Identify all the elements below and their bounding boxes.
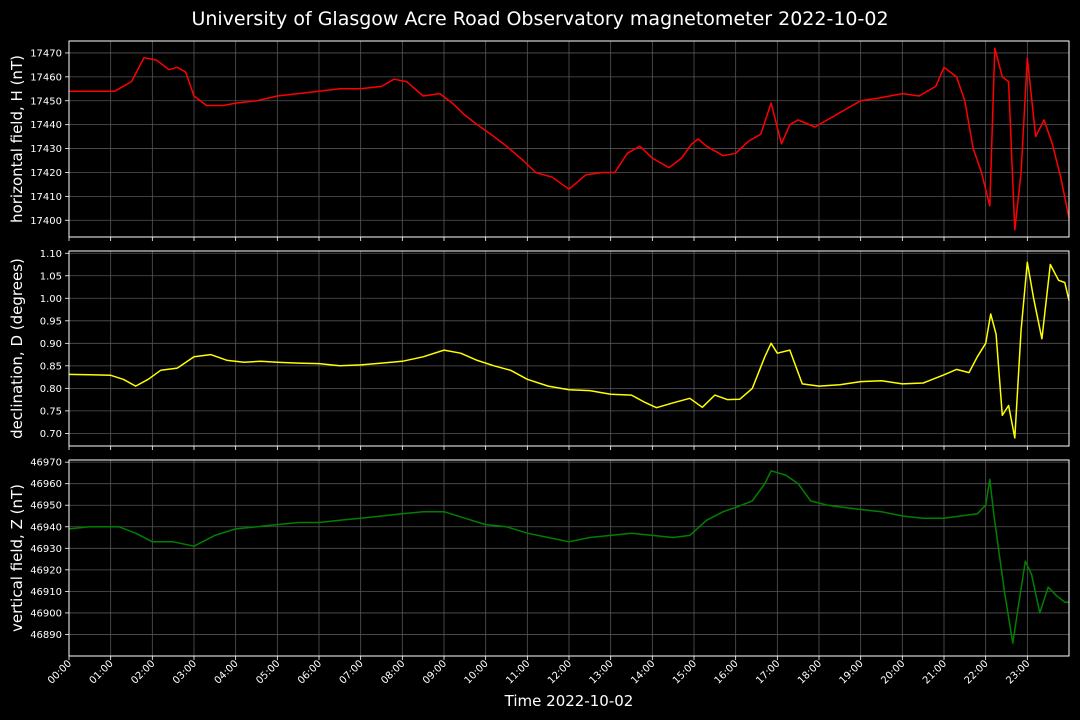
vertical-y-tick-label: 46920 xyxy=(30,565,62,576)
x-tick-label: 09:00 xyxy=(421,658,449,686)
declination-y-tick-label: 0.95 xyxy=(40,316,62,327)
horizontal-y-tick-label: 17420 xyxy=(30,168,62,179)
horizontal-y-tick-label: 17450 xyxy=(30,96,62,107)
x-tick-label: 20:00 xyxy=(879,658,907,686)
x-tick-label: 21:00 xyxy=(921,658,949,686)
horizontal-y-tick-label: 17460 xyxy=(30,72,62,83)
vertical-y-tick-label: 46900 xyxy=(30,608,62,619)
x-tick-label: 04:00 xyxy=(213,658,241,686)
vertical-y-tick-label: 46950 xyxy=(30,501,62,512)
horizontal-y-tick-label: 17470 xyxy=(30,48,62,59)
x-tick-label: 12:00 xyxy=(546,658,574,686)
x-tick-label: 19:00 xyxy=(838,658,866,686)
horizontal-y-axis-label: horizontal field, H (nT) xyxy=(8,55,26,223)
declination-y-tick-label: 0.75 xyxy=(40,406,62,417)
declination-y-tick-label: 1.05 xyxy=(40,271,62,282)
x-tick-label: 18:00 xyxy=(796,658,824,686)
x-tick-label: 15:00 xyxy=(671,658,699,686)
x-tick-label: 10:00 xyxy=(463,658,491,686)
declination-y-tick-label: 0.85 xyxy=(40,361,62,372)
x-tick-label: 08:00 xyxy=(379,658,407,686)
horizontal-plot-frame xyxy=(68,40,1070,238)
declination-series-line xyxy=(68,261,1070,439)
x-tick-label: 22:00 xyxy=(963,658,991,686)
x-axis-label: Time 2022-10-02 xyxy=(504,692,634,710)
x-tick-label: 14:00 xyxy=(629,658,657,686)
x-tick-label: 01:00 xyxy=(88,658,116,686)
x-tick-label: 07:00 xyxy=(338,658,366,686)
vertical-plot-frame xyxy=(68,459,1070,657)
x-tick-label: 17:00 xyxy=(754,658,782,686)
horizontal-y-tick-label: 17430 xyxy=(30,144,62,155)
x-tick-label: 23:00 xyxy=(1004,658,1032,686)
x-tick-label: 16:00 xyxy=(713,658,741,686)
vertical-y-tick-label: 46890 xyxy=(30,630,62,641)
x-tick-label: 02:00 xyxy=(129,658,157,686)
vertical-y-tick-label: 46930 xyxy=(30,544,62,555)
declination-plot-frame xyxy=(68,250,1070,447)
x-tick-label: 00:00 xyxy=(46,658,74,686)
vertical-y-tick-label: 46970 xyxy=(30,458,62,469)
x-tick-label: 06:00 xyxy=(296,658,324,686)
x-tick-label: 05:00 xyxy=(254,658,282,686)
horizontal-y-tick-label: 17400 xyxy=(30,216,62,227)
horizontal-y-tick-label: 17410 xyxy=(30,192,62,203)
vertical-y-tick-label: 46910 xyxy=(30,587,62,598)
x-tick-label: 03:00 xyxy=(171,658,199,686)
declination-y-tick-label: 0.80 xyxy=(40,384,62,395)
declination-y-tick-label: 0.90 xyxy=(40,339,62,350)
vertical-y-axis-label: vertical field, Z (nT) xyxy=(8,484,26,632)
declination-y-axis-label: declination, D (degrees) xyxy=(8,258,26,439)
horizontal-y-tick-label: 17440 xyxy=(30,120,62,131)
vertical-y-tick-label: 46960 xyxy=(30,479,62,490)
chart-title: University of Glasgow Acre Road Observat… xyxy=(191,8,889,30)
x-tick-label: 11:00 xyxy=(504,658,532,686)
vertical-series-line xyxy=(68,470,1069,644)
x-tick-label: 13:00 xyxy=(588,658,616,686)
vertical-y-tick-label: 46940 xyxy=(30,522,62,533)
declination-y-tick-label: 1.10 xyxy=(40,249,62,260)
horizontal-series-line xyxy=(69,47,1070,231)
declination-y-tick-label: 1.00 xyxy=(40,294,62,305)
declination-y-tick-label: 0.70 xyxy=(40,429,62,440)
